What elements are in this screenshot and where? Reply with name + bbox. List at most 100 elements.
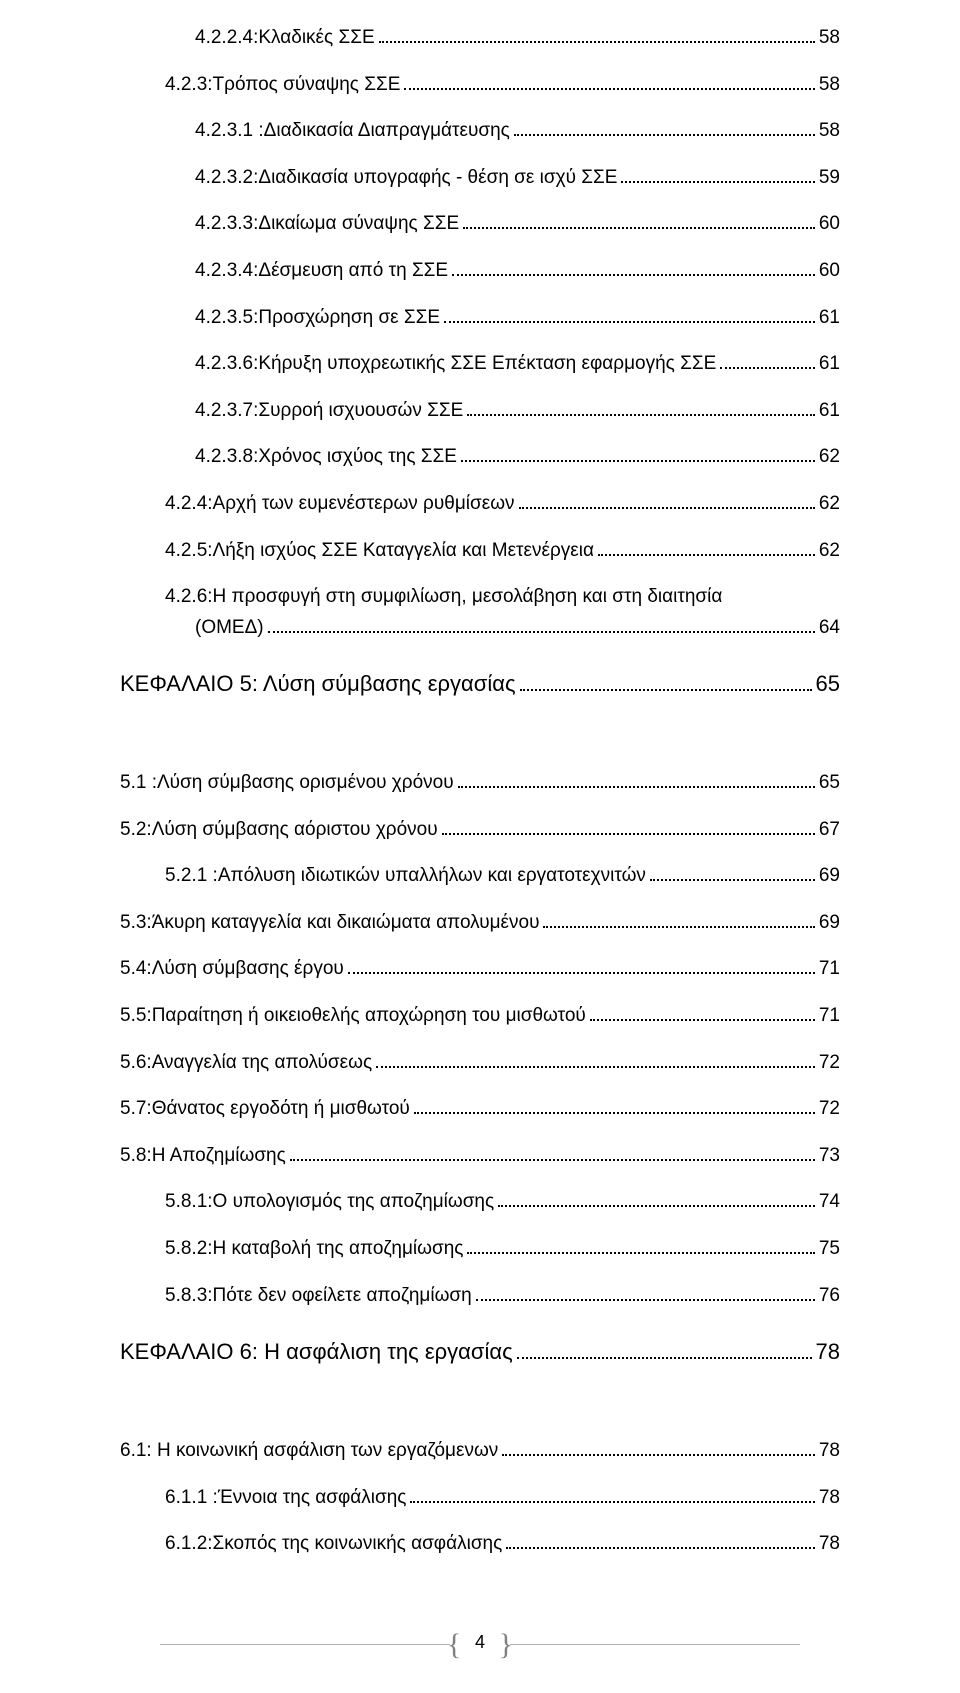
- toc-leader: [650, 864, 815, 881]
- toc-entry: 4.2.2.4:Κλαδικές ΣΣΕ 58: [120, 25, 840, 52]
- toc-label: 4.2.4:Αρχή των ευμενέστερων ρυθμίσεων: [165, 491, 515, 518]
- toc-label: 6.1: Η κοινωνική ασφάλιση των εργαζόμενω…: [120, 1438, 498, 1465]
- toc-leader: [452, 259, 815, 276]
- toc-entry: 5.1 :Λύση σύμβασης ορισμένου χρόνου 65: [120, 770, 840, 797]
- toc-entry: 4.2.3.4:Δέσμευση από τη ΣΣΕ 60: [120, 258, 840, 285]
- toc-leader: [720, 352, 815, 369]
- toc-entry: 5.7:Θάνατος εργοδότη ή μισθωτού 72: [120, 1096, 840, 1123]
- toc-label: (ΟΜΕΔ): [195, 615, 264, 642]
- page-number: 4: [475, 1632, 485, 1652]
- toc-entry: 5.8:Η Αποζημίωσης 73: [120, 1143, 840, 1170]
- toc-leader: [444, 305, 815, 322]
- toc-page: 62: [819, 444, 840, 471]
- toc-label: 5.2.1 :Απόλυση ιδιωτικών υπαλλήλων και ε…: [165, 863, 646, 890]
- toc-leader: [404, 72, 814, 89]
- toc-page: 61: [819, 305, 840, 332]
- toc-entry: 5.8.3:Πότε δεν οφείλετε αποζημίωση 76: [120, 1283, 840, 1310]
- toc-label: 4.2.3.2:Διαδικασία υπογραφής - θέση σε ι…: [195, 165, 617, 192]
- toc-leader: [463, 212, 815, 229]
- toc-page: 78: [816, 1337, 840, 1368]
- toc-label: 4.2.3.5:Προσχώρηση σε ΣΣΕ: [195, 305, 440, 332]
- toc-label: 5.2:Λύση σύμβασης αόριστου χρόνου: [120, 817, 438, 844]
- toc-chapter: ΚΕΦΑΛΑΙΟ 6: Η ασφάλιση της εργασίας 78: [120, 1337, 840, 1368]
- toc-leader: [290, 1144, 815, 1161]
- toc-entry: 4.2.3.1 :Διαδικασία Διαπραγμάτευσης 58: [120, 118, 840, 145]
- toc-leader: [268, 616, 815, 633]
- toc-leader: [519, 492, 815, 509]
- toc-entry: 5.3:Άκυρη καταγγελία και δικαιώματα απολ…: [120, 910, 840, 937]
- toc-page: 72: [819, 1096, 840, 1123]
- toc-entry: 4.2.3.6:Κήρυξη υποχρεωτικής ΣΣΕ Επέκταση…: [120, 351, 840, 378]
- toc-entry: 6.1: Η κοινωνική ασφάλιση των εργαζόμενω…: [120, 1438, 840, 1465]
- toc-label: 5.8.2:Η καταβολή της αποζημίωσης: [165, 1236, 463, 1263]
- toc-leader: [376, 1050, 815, 1067]
- toc-label: 6.1.1 :Έννοια της ασφάλισης: [165, 1485, 406, 1512]
- toc-entry: 5.2:Λύση σύμβασης αόριστου χρόνου 67: [120, 817, 840, 844]
- toc-chapter: ΚΕΦΑΛΑΙΟ 5: Λύση σύμβασης εργασίας 65: [120, 669, 840, 700]
- toc-page: 73: [819, 1143, 840, 1170]
- toc-label: 5.8.3:Πότε δεν οφείλετε αποζημίωση: [165, 1283, 472, 1310]
- toc-page: 58: [819, 72, 840, 99]
- toc-page: 61: [819, 398, 840, 425]
- toc-entry: 4.2.6:Η προσφυγή στη συμφιλίωση, μεσολάβ…: [120, 584, 840, 611]
- toc-page: 59: [819, 165, 840, 192]
- toc-entry: 5.6:Αναγγελία της απολύσεως 72: [120, 1050, 840, 1077]
- toc-leader: [458, 771, 815, 788]
- toc-entry: 4.2.5:Λήξη ισχύος ΣΣΕ Καταγγελία και Μετ…: [120, 538, 840, 565]
- toc-leader: [442, 818, 815, 835]
- toc-entry: 5.4:Λύση σύμβασης έργου 71: [120, 956, 840, 983]
- toc-leader: [520, 672, 812, 692]
- toc-entry: 4.2.3.2:Διαδικασία υπογραφής - θέση σε ι…: [120, 165, 840, 192]
- toc-page: 78: [819, 1438, 840, 1465]
- toc-page: 75: [819, 1236, 840, 1263]
- toc-entry: 5.2.1 :Απόλυση ιδιωτικών υπαλλήλων και ε…: [120, 863, 840, 890]
- toc-page: 58: [819, 25, 840, 52]
- toc-page: 76: [819, 1283, 840, 1310]
- page-number-ornament: 4: [447, 1632, 513, 1653]
- toc-leader: [502, 1439, 815, 1456]
- toc-label: 4.2.6:Η προσφυγή στη συμφιλίωση, μεσολάβ…: [165, 584, 722, 611]
- toc-page: 60: [819, 211, 840, 238]
- toc-label: 4.2.3.6:Κήρυξη υποχρεωτικής ΣΣΕ Επέκταση…: [195, 351, 716, 378]
- toc-leader: [476, 1283, 815, 1300]
- toc-entry: 5.8.1:Ο υπολογισμός της αποζημίωσης 74: [120, 1189, 840, 1216]
- footer-rule-right: [510, 1644, 800, 1645]
- toc-label: 4.2.3.3:Δικαίωμα σύναψης ΣΣΕ: [195, 211, 459, 238]
- toc-entry: 4.2.4:Αρχή των ευμενέστερων ρυθμίσεων 62: [120, 491, 840, 518]
- toc-leader: [467, 1237, 814, 1254]
- toc-entry: 5.8.2:Η καταβολή της αποζημίωσης 75: [120, 1236, 840, 1263]
- toc-label: 4.2.5:Λήξη ισχύος ΣΣΕ Καταγγελία και Μετ…: [165, 538, 594, 565]
- toc-label: 5.7:Θάνατος εργοδότη ή μισθωτού: [120, 1096, 410, 1123]
- toc-label: 4.2.2.4:Κλαδικές ΣΣΕ: [195, 25, 375, 52]
- toc-leader: [506, 1532, 815, 1549]
- toc-label: 5.6:Αναγγελία της απολύσεως: [120, 1050, 372, 1077]
- toc-leader: [590, 1004, 815, 1021]
- toc-page: 71: [819, 956, 840, 983]
- toc-page: 62: [819, 538, 840, 565]
- toc-label: 6.1.2:Σκοπός της κοινωνικής ασφάλισης: [165, 1531, 502, 1558]
- toc-leader: [467, 399, 815, 416]
- toc-entry: 6.1.1 :Έννοια της ασφάλισης 78: [120, 1485, 840, 1512]
- toc-label: 4.2.3.8:Χρόνος ισχύος της ΣΣΕ: [195, 444, 457, 471]
- toc-page: 61: [819, 351, 840, 378]
- footer-rule-left: [160, 1644, 450, 1645]
- toc-label: 4.2.3.7:Συρροή ισχυουσών ΣΣΕ: [195, 398, 463, 425]
- toc-page: 67: [819, 817, 840, 844]
- toc-page: 69: [819, 910, 840, 937]
- toc-page: 74: [819, 1189, 840, 1216]
- toc-label: 4.2.3.4:Δέσμευση από τη ΣΣΕ: [195, 258, 448, 285]
- toc-page: 69: [819, 863, 840, 890]
- toc-page: 64: [819, 615, 840, 642]
- toc-label: ΚΕΦΑΛΑΙΟ 6: Η ασφάλιση της εργασίας: [120, 1337, 513, 1368]
- document-page: 4.2.2.4:Κλαδικές ΣΣΕ 58 4.2.3:Τρόπος σύν…: [0, 0, 960, 1693]
- toc-label: 5.4:Λύση σύμβασης έργου: [120, 956, 344, 983]
- toc-page: 65: [816, 669, 840, 700]
- toc-leader: [517, 1340, 812, 1360]
- toc-label: ΚΕΦΑΛΑΙΟ 5: Λύση σύμβασης εργασίας: [120, 669, 516, 700]
- toc-entry: 4.2.3.3:Δικαίωμα σύναψης ΣΣΕ 60: [120, 211, 840, 238]
- toc-page: 62: [819, 491, 840, 518]
- toc-leader: [598, 538, 815, 555]
- toc-page: 78: [819, 1531, 840, 1558]
- toc-label: 5.8:Η Αποζημίωσης: [120, 1143, 286, 1170]
- toc-page: 60: [819, 258, 840, 285]
